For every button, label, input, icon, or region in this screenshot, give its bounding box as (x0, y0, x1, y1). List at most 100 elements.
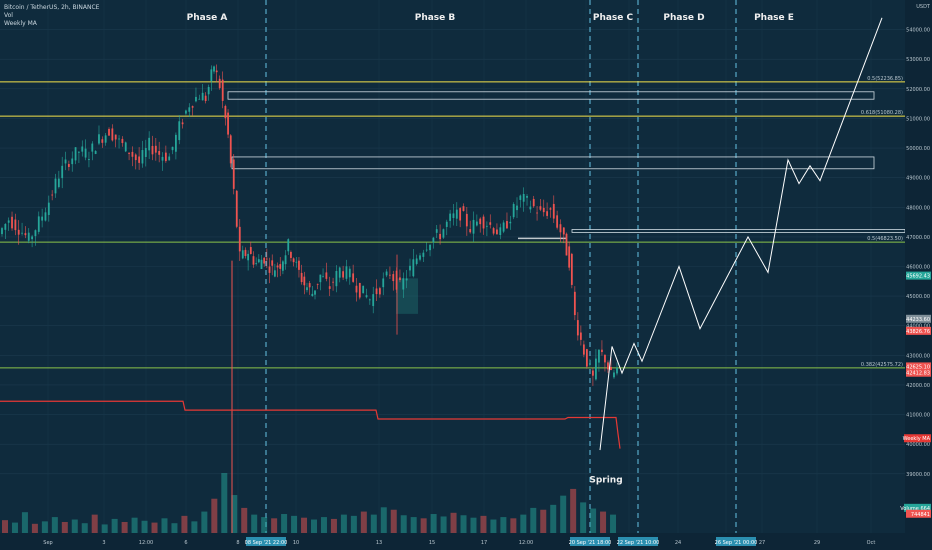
price-tag-label: Volume 664 (900, 506, 930, 512)
candle-body (472, 219, 475, 234)
price-tag-box (906, 362, 931, 371)
volume-bar (61, 521, 68, 533)
candle-body (352, 273, 355, 282)
candles (1, 64, 618, 533)
volume-bar (171, 523, 178, 533)
candle-body (232, 159, 235, 189)
x-highlight-box (618, 537, 658, 546)
candle-body (134, 154, 137, 161)
x-tick-label: Oct (867, 540, 876, 546)
candle-body (348, 268, 351, 278)
x-highlight-box (716, 537, 756, 546)
candle-body (255, 263, 258, 265)
candle-body (54, 178, 57, 194)
volume-bar (540, 509, 547, 533)
candle-body (114, 134, 117, 140)
y-tick-label: 43000.00 (906, 353, 930, 359)
candle-body (499, 227, 502, 236)
symbol-label[interactable]: Bitcoin / TetherUS, 2h, BINANCE (4, 4, 100, 11)
candle-body (295, 261, 298, 263)
weekly-ma-label[interactable]: Weekly MA (4, 20, 37, 27)
x-axis-background (0, 533, 932, 550)
price-tag-box (906, 271, 931, 280)
x-highlight-label: 20 Sep '21 18:00 (569, 540, 612, 546)
y-tick-label: 46000.00 (906, 265, 930, 271)
candle-body (131, 151, 134, 157)
candle-body (57, 178, 60, 188)
candle-body (579, 332, 582, 340)
candle-body (4, 223, 7, 230)
candle-body (128, 152, 130, 154)
fib-levels: 0.5(52236.85) 0.618(51080.28) 0.5(46823.50… (0, 76, 905, 369)
candle-body (314, 290, 316, 295)
candle-body (17, 229, 20, 235)
price-tags: 45692.43 44233.60 43826.76 42625.1042412.83… (900, 271, 931, 518)
candle-body (546, 211, 548, 216)
candle-body (429, 244, 431, 251)
volume-bar (440, 516, 447, 533)
candle-body (64, 159, 67, 164)
candle-body (372, 294, 375, 307)
projected-wyckoff-path (599, 17, 883, 451)
candle-body (585, 349, 588, 367)
candle-body (306, 287, 308, 291)
candle-body (519, 195, 522, 200)
volume-bar (81, 523, 88, 533)
candle-body (195, 96, 197, 102)
volume-bar (131, 517, 138, 533)
candle-body (415, 258, 418, 264)
volume-bar (600, 511, 607, 533)
candle-body (21, 232, 23, 234)
candle-body (445, 221, 448, 227)
candle-body (111, 128, 114, 141)
volume-bars (2, 473, 617, 533)
candle-body (607, 362, 609, 370)
price-tag-label: 43826.76 (906, 329, 930, 335)
zone-box (231, 156, 875, 170)
volume-bar (380, 507, 387, 533)
candle-body (104, 135, 107, 143)
candle-body (298, 260, 300, 270)
price-tag-label: 42625.10 (906, 364, 930, 370)
candle-body (308, 283, 311, 288)
candle-body (362, 285, 365, 294)
phase-label: Phase B (415, 13, 456, 23)
spring-annotation: Spring (589, 476, 622, 486)
y-tick-label: 42000.00 (906, 383, 930, 389)
candle-body (11, 216, 13, 229)
candle-body (41, 216, 44, 221)
y-tick-label: 47000.00 (906, 235, 930, 241)
candle-body (425, 249, 428, 251)
y-tick-label: 50000.00 (906, 146, 930, 152)
candle-body (601, 349, 603, 353)
volume-label[interactable]: Vol (4, 12, 13, 19)
candle-body (101, 139, 104, 143)
volume-bar (21, 512, 28, 533)
candle-body (252, 256, 255, 265)
candle-body (455, 209, 458, 219)
candle-body (14, 219, 17, 231)
candle-body (300, 272, 303, 283)
zone-box (227, 91, 875, 100)
candle-body (616, 367, 618, 374)
volume-bar (161, 518, 168, 533)
volume-bar (121, 521, 128, 533)
candle-body (402, 278, 405, 290)
supply-demand-zones (227, 91, 906, 314)
volume-bar (301, 517, 308, 533)
candle-body (198, 98, 201, 100)
candle-body (284, 255, 287, 265)
x-tick-label: 12:00 (139, 540, 153, 546)
candle-body (71, 158, 74, 165)
candle-body (399, 277, 401, 281)
volume-bar (281, 514, 288, 533)
y-tick-label: 52000.00 (906, 87, 930, 93)
candle-body (244, 249, 247, 256)
candle-body (316, 283, 319, 285)
candle-body (204, 95, 207, 101)
volume-bar (291, 515, 298, 533)
volume-bar (211, 498, 218, 533)
